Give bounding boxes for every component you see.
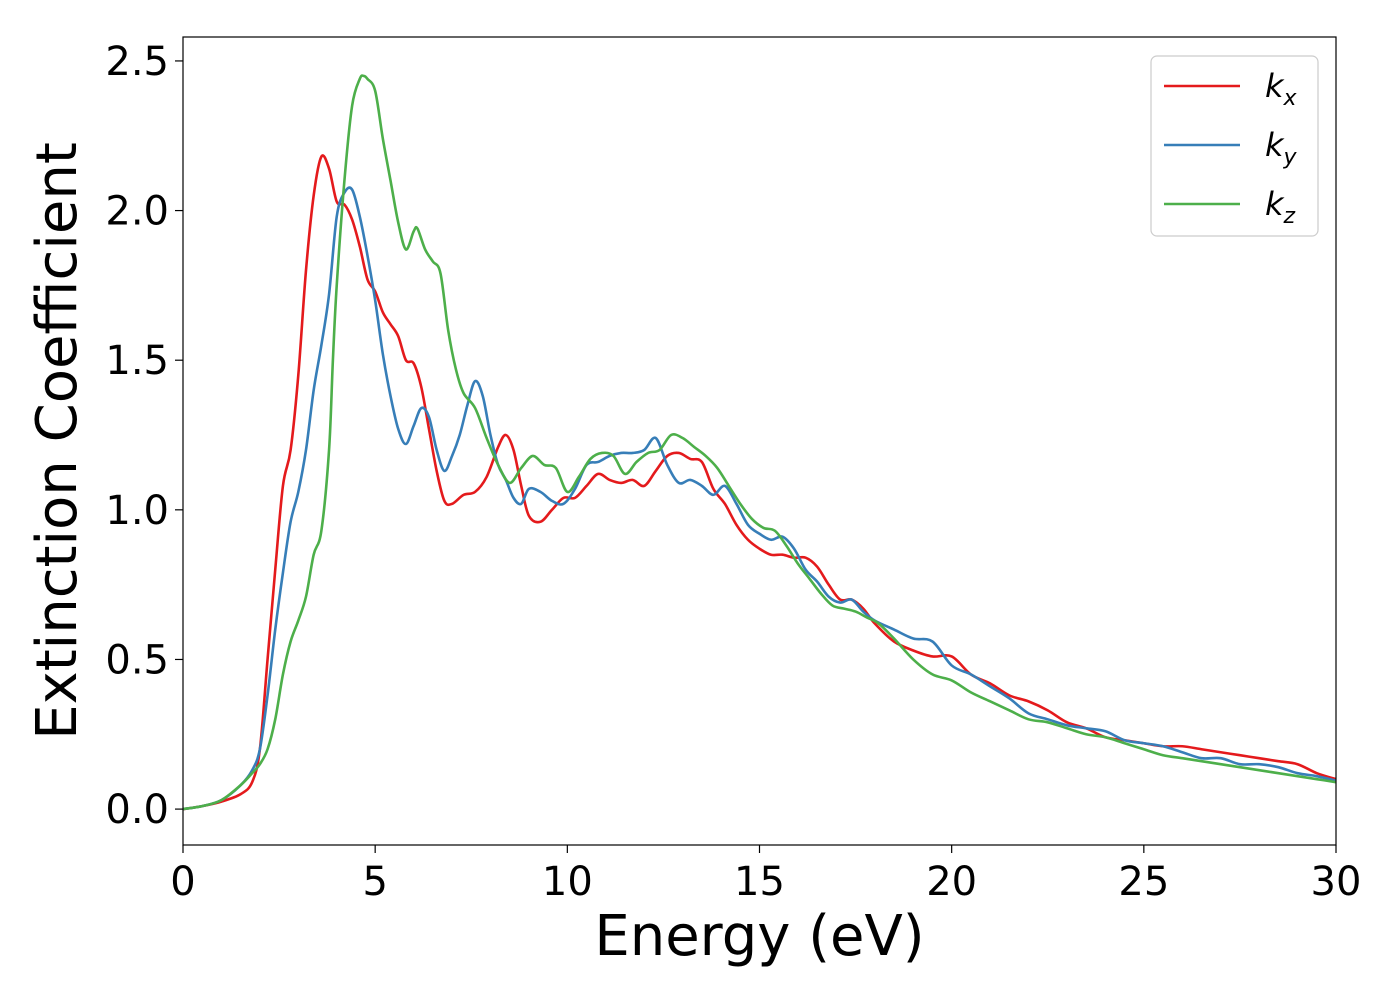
x-tick-label: 15	[734, 859, 785, 905]
x-tick-label: 5	[362, 859, 387, 905]
legend-label-ky: ky	[1265, 126, 1298, 170]
x-tick-label: 25	[1118, 859, 1169, 905]
legend-label-base: k	[1265, 126, 1285, 164]
series-line-ky	[183, 186, 1336, 811]
legend-label-kz: kz	[1265, 185, 1296, 229]
y-tick-label: 1.5	[105, 338, 169, 384]
x-tick-label: 10	[542, 859, 593, 905]
y-tick-label: 1.0	[105, 488, 169, 534]
legend-label-subscript: x	[1283, 86, 1298, 111]
series-line-kz	[183, 74, 1336, 811]
y-tick-label: 0.5	[105, 637, 169, 683]
legend-label-base: k	[1265, 67, 1285, 105]
x-tick-label: 20	[926, 859, 977, 905]
plot-area	[183, 37, 1336, 845]
series-line-kx	[183, 154, 1336, 811]
x-axis-title: Energy (eV)	[594, 904, 924, 969]
y-tick-label: 0.0	[105, 787, 169, 833]
legend-label-kx: kx	[1265, 67, 1298, 111]
legend-label-subscript: y	[1283, 145, 1298, 170]
x-tick-label: 0	[170, 859, 195, 905]
y-axis-title: Extinction Coefficient	[25, 142, 90, 740]
legend-label-base: k	[1265, 185, 1285, 223]
legend-label-subscript: z	[1283, 204, 1296, 229]
x-tick-label: 30	[1311, 859, 1362, 905]
y-tick-label: 2.5	[105, 39, 169, 85]
y-tick-label: 2.0	[105, 189, 169, 235]
